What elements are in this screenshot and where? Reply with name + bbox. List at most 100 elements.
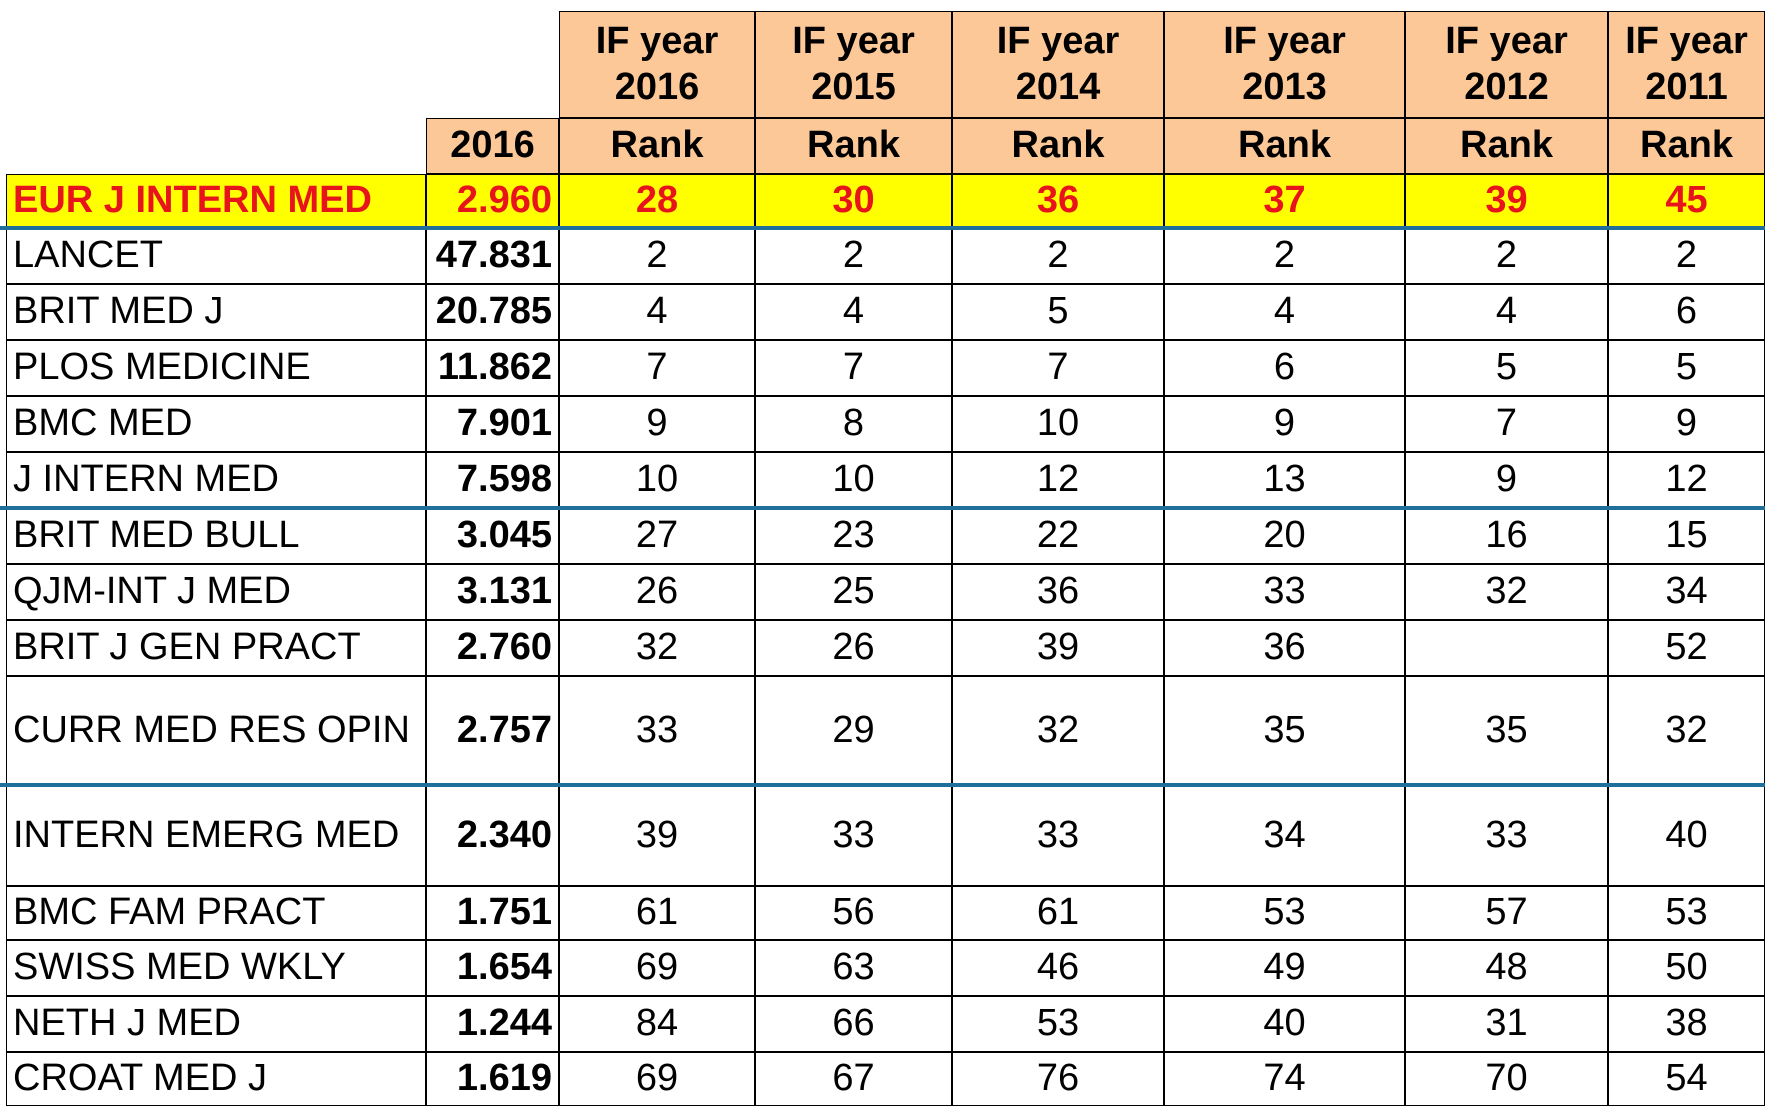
rank-value: 69 [559, 940, 755, 996]
rank-value: 39 [952, 620, 1164, 676]
header-line: IF year [595, 19, 719, 62]
impact-factor: 1.244 [426, 996, 559, 1052]
rank-value: 35 [1405, 676, 1608, 785]
rank-value: 10 [952, 396, 1164, 452]
header-line: IF year [1445, 19, 1568, 62]
impact-factor: 7.901 [426, 396, 559, 452]
rank-header: Rank [755, 118, 952, 174]
rank-value: 40 [1164, 996, 1405, 1052]
rank-value: 7 [559, 340, 755, 396]
rank-value: 36 [952, 564, 1164, 620]
rank-value: 40 [1608, 785, 1765, 886]
rank-value: 53 [1608, 886, 1765, 940]
rank-value: 34 [1164, 785, 1405, 886]
journal-name: EUR J INTERN MED [6, 174, 426, 228]
rank-value: 2 [1164, 228, 1405, 284]
rank-value: 33 [755, 785, 952, 886]
rank-value: 26 [755, 620, 952, 676]
journal-name: LANCET [6, 228, 426, 284]
rank-value: 7 [1405, 396, 1608, 452]
journal-name: NETH J MED [6, 996, 426, 1052]
rank-value: 5 [952, 284, 1164, 340]
rank-value: 52 [1608, 620, 1765, 676]
rank-value: 50 [1608, 940, 1765, 996]
rank-value: 12 [1608, 452, 1765, 508]
impact-factor: 2.340 [426, 785, 559, 886]
impact-factor: 2.757 [426, 676, 559, 785]
impact-factor: 2.760 [426, 620, 559, 676]
rank-value: 45 [1608, 174, 1765, 228]
journal-name: QJM-INT J MED [6, 564, 426, 620]
rank-value: 8 [755, 396, 952, 452]
impact-factor: 1.654 [426, 940, 559, 996]
rank-value: 2 [755, 228, 952, 284]
group-separator [0, 783, 1765, 787]
rank-value: 33 [1164, 564, 1405, 620]
journal-name: SWISS MED WKLY [6, 940, 426, 996]
rank-value: 7 [952, 340, 1164, 396]
rank-value: 67 [755, 1052, 952, 1106]
rank-value: 32 [559, 620, 755, 676]
rank-header: Rank [1405, 118, 1608, 174]
journal-name: J INTERN MED [6, 452, 426, 508]
rank-value: 53 [1164, 886, 1405, 940]
if-header: 2016 [426, 118, 559, 174]
rank-value: 46 [952, 940, 1164, 996]
impact-factor: 3.131 [426, 564, 559, 620]
journal-name: BRIT MED BULL [6, 508, 426, 564]
header-year: 2014 [1015, 65, 1101, 108]
impact-factor: 2.960 [426, 174, 559, 228]
rank-value: 76 [952, 1052, 1164, 1106]
rank-value: 4 [755, 284, 952, 340]
journal-name: BMC FAM PRACT [6, 886, 426, 940]
rank-value: 66 [755, 996, 952, 1052]
rank-value: 30 [755, 174, 952, 228]
impact-factor: 1.751 [426, 886, 559, 940]
journal-name: BRIT MED J [6, 284, 426, 340]
rank-value: 48 [1405, 940, 1608, 996]
impact-factor: 1.619 [426, 1052, 559, 1106]
rank-value: 10 [755, 452, 952, 508]
rank-value: 9 [1405, 452, 1608, 508]
header-line: IF year [792, 19, 915, 62]
header-year: 2013 [1242, 65, 1327, 108]
rank-value: 28 [559, 174, 755, 228]
header-year: 2016 [614, 65, 700, 108]
rank-value: 4 [1164, 284, 1405, 340]
rank-value: 12 [952, 452, 1164, 508]
group-separator [0, 506, 1765, 510]
rank-value: 53 [952, 996, 1164, 1052]
rank-value: 27 [559, 508, 755, 564]
rank-value: 36 [1164, 620, 1405, 676]
rank-value: 74 [1164, 1052, 1405, 1106]
impact-factor: 11.862 [426, 340, 559, 396]
journal-name: CURR MED RES OPIN [6, 676, 426, 785]
rank-value: 26 [559, 564, 755, 620]
rank-value: 63 [755, 940, 952, 996]
rank-value: 4 [559, 284, 755, 340]
rank-value: 84 [559, 996, 755, 1052]
journal-name: CROAT MED J [6, 1052, 426, 1106]
rank-value: 54 [1608, 1052, 1765, 1106]
impact-factor: 47.831 [426, 228, 559, 284]
column-header: IF year 2013 [1164, 11, 1405, 118]
rank-value: 56 [755, 886, 952, 940]
rank-value: 20 [1164, 508, 1405, 564]
group-separator [0, 226, 1765, 230]
rank-value: 6 [1608, 284, 1765, 340]
rank-value: 6 [1164, 340, 1405, 396]
journal-name: PLOS MEDICINE [6, 340, 426, 396]
header-year: 2011 [1645, 65, 1728, 108]
column-header: IF year 2015 [755, 11, 952, 118]
rank-value: 9 [559, 396, 755, 452]
rank-value: 33 [559, 676, 755, 785]
rank-value: 2 [1608, 228, 1765, 284]
rank-value: 61 [952, 886, 1164, 940]
rank-value: 32 [1608, 676, 1765, 785]
rank-value: 7 [755, 340, 952, 396]
rank-value: 29 [755, 676, 952, 785]
rank-value: 2 [559, 228, 755, 284]
rank-value: 2 [952, 228, 1164, 284]
journal-name: INTERN EMERG MED [6, 785, 426, 886]
